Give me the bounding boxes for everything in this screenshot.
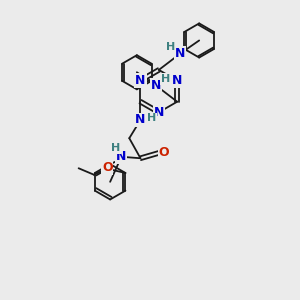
Text: N: N — [175, 47, 185, 60]
Text: H: H — [111, 143, 121, 153]
Text: H: H — [147, 113, 156, 124]
Text: H: H — [161, 74, 170, 84]
Text: N: N — [151, 79, 161, 92]
Text: N: N — [172, 74, 182, 87]
Text: O: O — [159, 146, 169, 159]
Text: N: N — [135, 113, 146, 127]
Text: N: N — [116, 150, 127, 163]
Text: N: N — [135, 74, 146, 87]
Text: H: H — [166, 42, 175, 52]
Text: N: N — [154, 106, 164, 119]
Text: O: O — [102, 161, 112, 174]
